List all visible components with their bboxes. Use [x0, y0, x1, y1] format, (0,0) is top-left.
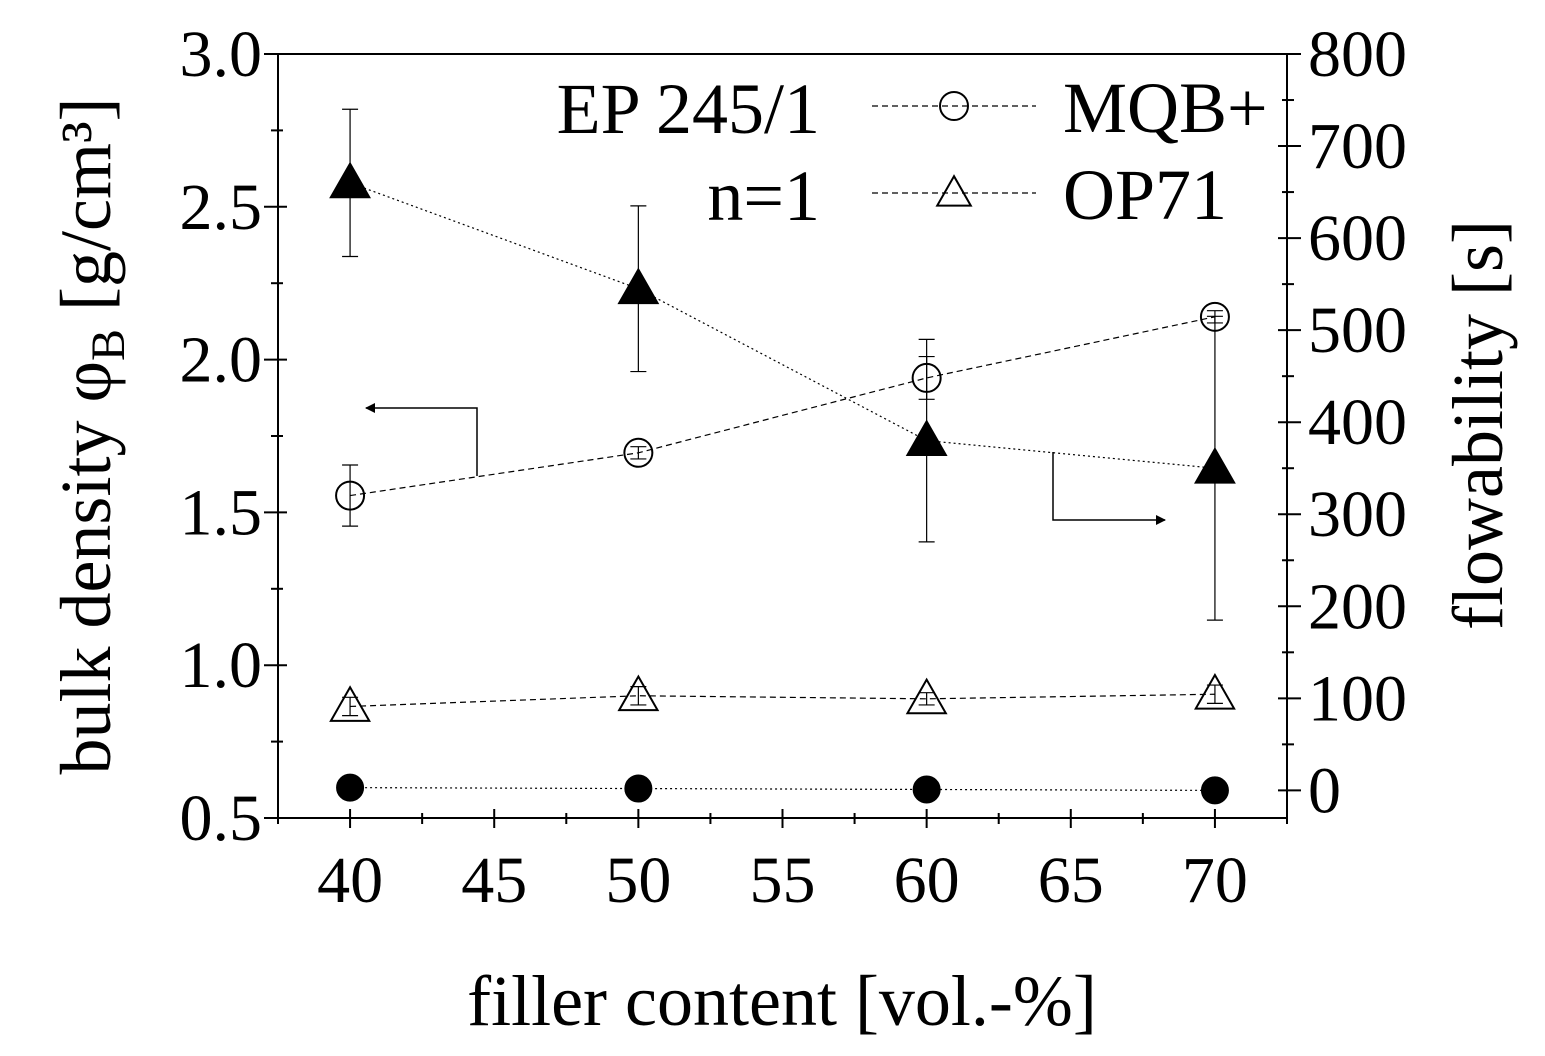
- y-right-tick-label: 400: [1308, 386, 1407, 459]
- y-left-label-main: bulk density φ: [46, 361, 126, 775]
- y-right-tick-label: 800: [1308, 18, 1407, 91]
- legend-label: OP71: [1063, 155, 1227, 235]
- y-right-tick-label: 300: [1308, 478, 1407, 551]
- data-point: [905, 677, 948, 715]
- x-tick-label: 70: [1182, 844, 1248, 917]
- y-left-tick-label: 0.5: [180, 782, 263, 855]
- series-line: [350, 693, 1215, 708]
- data-point: [624, 774, 653, 803]
- y-right-tick-label: 700: [1308, 110, 1407, 183]
- y-left-tick-label: 2.0: [180, 324, 263, 397]
- series-2: [329, 108, 1236, 621]
- data-point: [617, 674, 660, 712]
- x-tick-label: 55: [750, 844, 816, 917]
- x-axis-label: filler content [vol.-%]: [467, 961, 1097, 1041]
- y-right-tick-label: 600: [1308, 202, 1407, 275]
- data-point: [329, 161, 371, 199]
- data-point: [912, 775, 941, 804]
- x-tick-label: 45: [461, 844, 527, 917]
- legend-marker: [939, 91, 969, 121]
- legend: MQB+OP71: [872, 68, 1268, 235]
- series-0: [335, 301, 1230, 527]
- y-right-axis-label: flowability [s]: [1438, 220, 1518, 630]
- axes: 40 45 50 55 60 65 70 0.5 1.0 1.5 2.0 2.5 3.0 0 100 200 3…: [180, 18, 1408, 917]
- y-right-tick-label: 500: [1308, 294, 1407, 367]
- series-3: [336, 773, 1229, 805]
- data-point: [329, 685, 371, 722]
- x-tick-label: 60: [894, 844, 960, 917]
- data-marks: [329, 108, 1236, 805]
- y-left-label-unit: [g/cm³]: [46, 97, 126, 329]
- data-point: [617, 267, 660, 305]
- annotation-sample: EP 245/1: [557, 69, 820, 149]
- series-line: [350, 787, 1215, 791]
- left-axis-arrow: [365, 403, 478, 476]
- y-left-tick-label: 1.5: [180, 476, 263, 549]
- y-left-tick-label: 3.0: [180, 18, 263, 91]
- data-point: [1200, 776, 1229, 805]
- series-line: [349, 316, 1216, 497]
- legend-entry: MQB+: [872, 68, 1268, 148]
- series-line: [349, 182, 1215, 469]
- x-tick-label: 65: [1038, 844, 1104, 917]
- y-left-axis-label: bulk density φB [g/cm³]: [46, 97, 135, 774]
- x-tick-label: 40: [317, 844, 383, 917]
- data-point: [623, 437, 654, 468]
- data-point: [336, 773, 365, 802]
- y-right-tick-label: 100: [1308, 662, 1407, 735]
- legend-label: MQB+: [1063, 68, 1268, 148]
- y-left-tick-label: 2.5: [180, 171, 263, 244]
- legend-entry: OP71: [872, 155, 1227, 235]
- data-point: [1194, 447, 1236, 484]
- annotation-n: n=1: [707, 156, 820, 236]
- data-point: [1194, 673, 1236, 710]
- y-left-tick-label: 1.0: [180, 629, 263, 702]
- series-1: [329, 673, 1236, 722]
- y-right-tick-label: 0: [1308, 754, 1341, 827]
- labels: filler content [vol.-%] bulk density φB […: [46, 69, 1518, 1041]
- right-axis-arrow: [1052, 452, 1166, 525]
- data-point: [335, 480, 366, 511]
- legend-marker: [935, 174, 973, 207]
- y-right-tick-label: 200: [1308, 570, 1407, 643]
- data-point: [905, 419, 948, 457]
- x-tick-label: 50: [605, 844, 671, 917]
- y-left-label-sub: B: [82, 329, 135, 361]
